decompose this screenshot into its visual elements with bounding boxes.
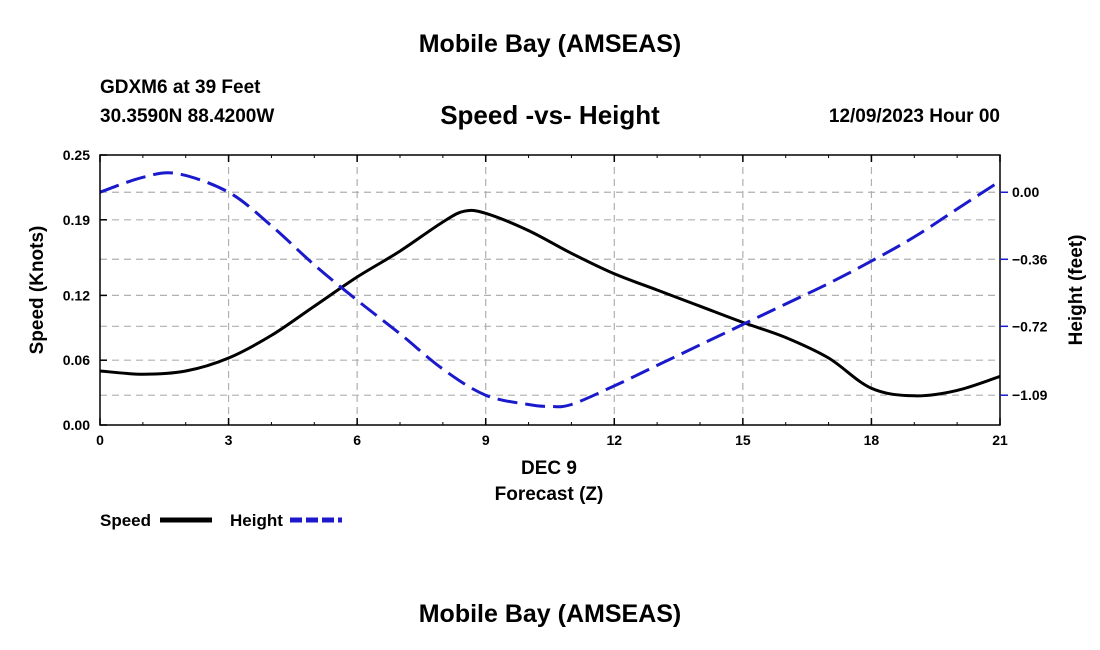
date-hour-label: 12/09/2023 Hour 00 (828, 106, 1000, 127)
station-label: GDXM6 at 39 Feet (100, 77, 261, 98)
y-left-tick-label: 0.06 (63, 352, 90, 368)
y-left-tick-label: 0.00 (63, 417, 90, 433)
y-right-tick-label: −1.09 (1012, 387, 1048, 403)
x-tick-label: 15 (735, 432, 751, 448)
x-tick-label: 21 (992, 432, 1008, 448)
axis-ticks (99, 154, 1008, 426)
x-tick-label: 0 (96, 432, 104, 448)
legend: Speed Height (100, 511, 342, 530)
series-line-height (99, 171, 1001, 409)
y-right-tick-label: −0.72 (1012, 318, 1048, 334)
x-tick-label: 18 (864, 432, 880, 448)
coordinates-label: 30.3590N 88.4200W (100, 106, 275, 127)
y-left-tick-label: 0.12 (63, 287, 90, 303)
y-right-tick-label: −0.36 (1012, 251, 1048, 267)
grid-lines (100, 155, 1000, 425)
x-tick-label: 12 (606, 432, 622, 448)
axis-tick-labels: 0 3 6 9 12 15 18 21 0.00 0.06 0.12 0.19 0.25 0.00 −0.3… (63, 147, 1048, 448)
main-title: Mobile Bay (AMSEAS) (418, 30, 682, 58)
bottom-title: Mobile Bay (AMSEAS) (418, 600, 682, 628)
legend-height-label: Height (230, 511, 283, 530)
x-tick-label: 6 (353, 432, 361, 448)
chart-title: Speed -vs- Height (440, 100, 660, 130)
x-axis-label: Forecast (Z) (495, 484, 604, 505)
y-axis-right-label: Height (feet) (1066, 235, 1087, 346)
y-axis-left-label: Speed (Knots) (27, 226, 48, 355)
series-line-speed (99, 208, 1001, 398)
x-tick-label: 3 (225, 432, 233, 448)
legend-speed-label: Speed (100, 511, 151, 530)
plot-frame (99, 154, 1001, 426)
y-left-tick-label: 0.25 (63, 147, 90, 163)
y-left-tick-label: 0.19 (63, 212, 90, 228)
y-right-tick-label: 0.00 (1012, 184, 1039, 200)
series-layer (99, 171, 1001, 409)
x-tick-label: 9 (482, 432, 490, 448)
x-axis-date-label: DEC 9 (521, 458, 577, 479)
